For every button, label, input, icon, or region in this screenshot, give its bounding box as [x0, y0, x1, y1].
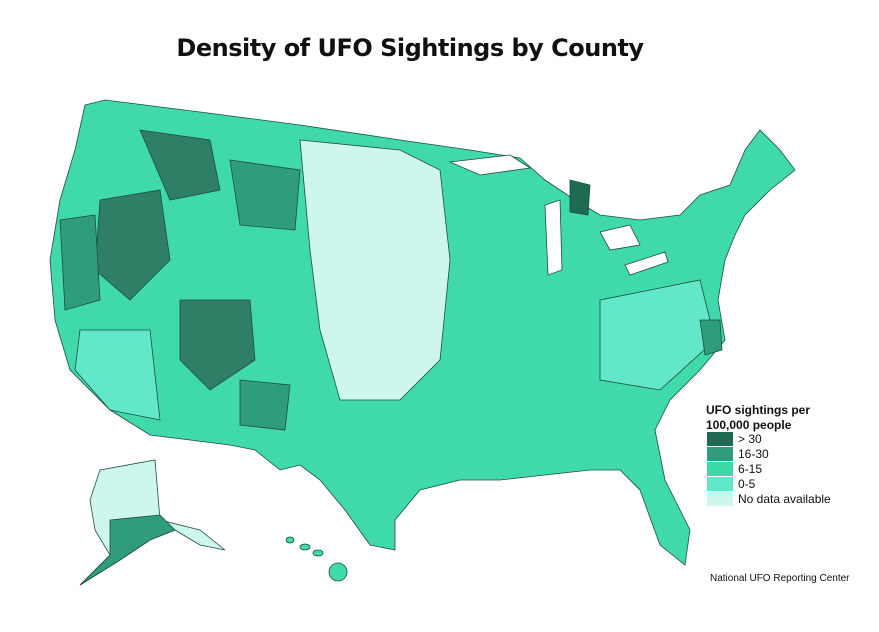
legend-label: 0-5	[738, 476, 756, 491]
dark-county-block	[59, 214, 101, 311]
alaska-south	[79, 514, 176, 586]
legend-title: UFO sightings per 100,000 people	[706, 403, 811, 432]
legend-label: 6-15	[738, 461, 763, 476]
island	[299, 543, 311, 551]
legend-item: 0-5	[707, 476, 755, 491]
legend-swatch	[707, 461, 733, 476]
legend-item: 16-30	[707, 446, 769, 461]
lake	[624, 251, 669, 276]
island	[328, 562, 348, 582]
dark-county-block	[699, 319, 723, 356]
title: Density of UFO Sightings by County	[176, 34, 644, 62]
legend-item: 6-15	[707, 461, 762, 476]
legend-item: > 30	[707, 431, 762, 446]
mainland	[49, 99, 796, 566]
legend-swatch	[707, 476, 733, 491]
plains-region	[299, 139, 451, 401]
dark-county-block	[229, 159, 301, 231]
dark-county-block	[74, 329, 161, 421]
legend-label: 16-30	[738, 446, 769, 461]
legend-label: No data available	[738, 491, 831, 506]
lake	[448, 154, 532, 176]
legend-label: > 30	[738, 431, 762, 446]
legend-item: No data available	[707, 491, 831, 506]
legend-swatch	[707, 446, 733, 461]
dark-county-block	[179, 299, 256, 391]
dark-county-block	[569, 179, 591, 216]
dark-county-block	[599, 279, 716, 391]
dark-county-block	[139, 129, 221, 201]
island	[312, 549, 324, 557]
source: National UFO Reporting Center	[710, 573, 850, 584]
hawaii	[285, 536, 348, 582]
legend-swatch	[707, 431, 733, 446]
lake	[544, 199, 563, 276]
lake	[599, 224, 641, 251]
island	[285, 536, 295, 544]
dark-county-block	[239, 379, 291, 431]
legend-swatch	[707, 491, 733, 506]
